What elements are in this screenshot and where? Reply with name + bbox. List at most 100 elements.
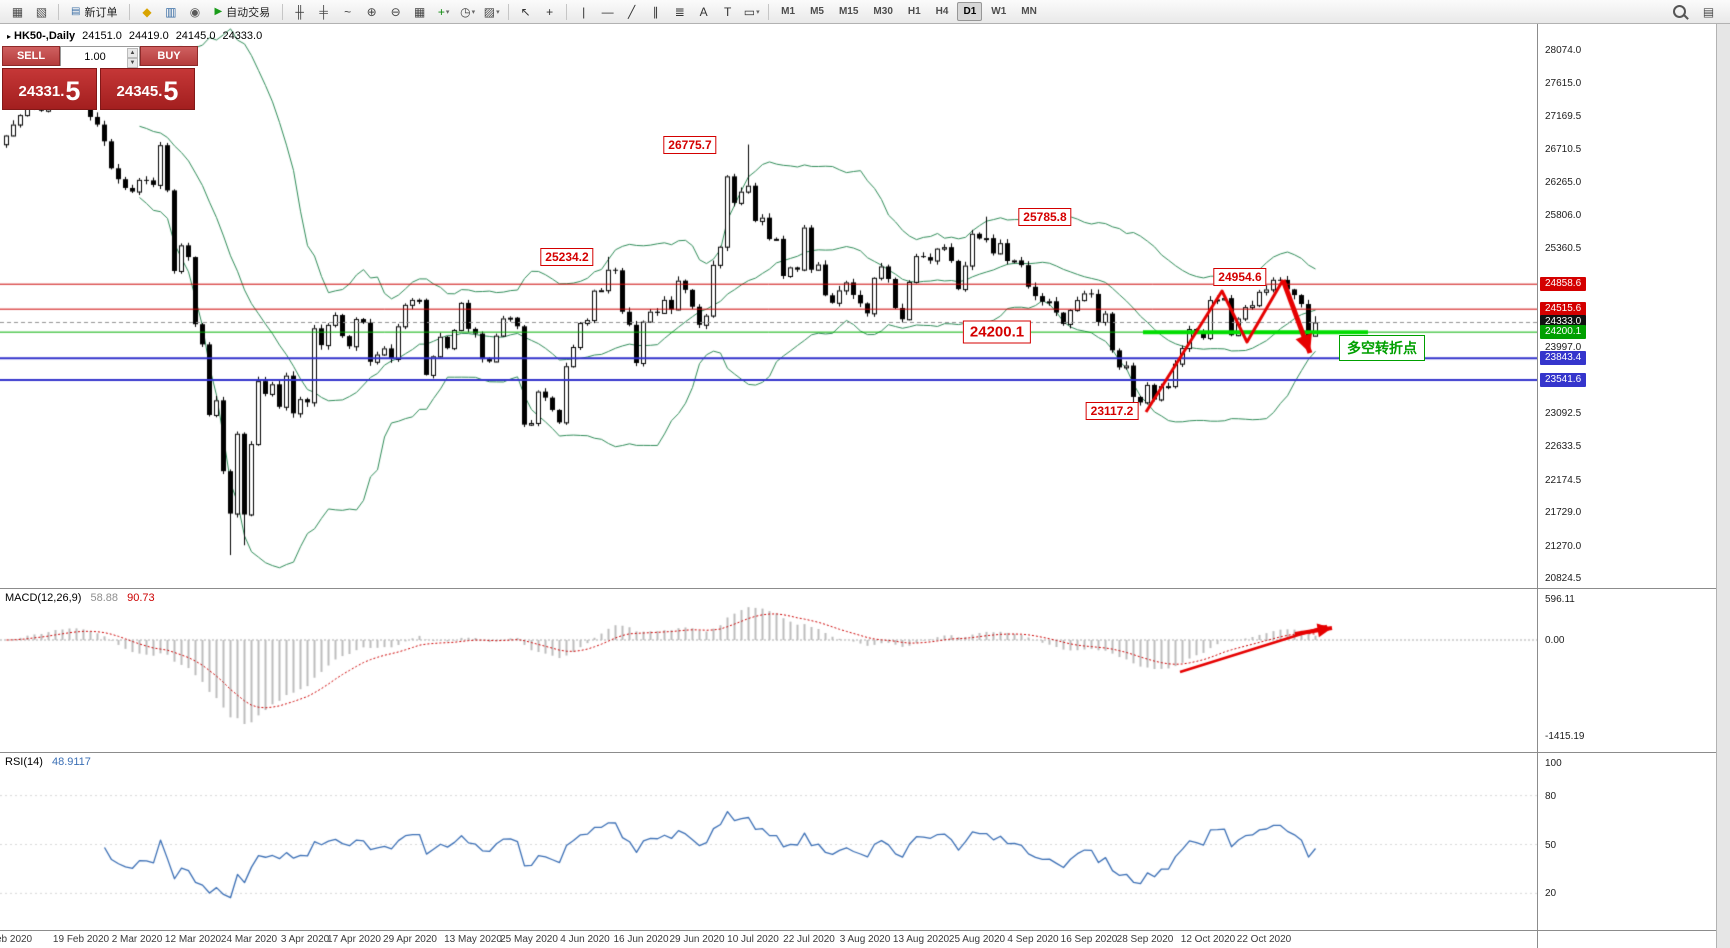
macd-label: MACD(12,26,9) (5, 592, 82, 604)
volume-input[interactable] (61, 48, 139, 66)
price-label-annotation: 26775.7 (663, 135, 717, 154)
zoom-out-icon[interactable]: ⊖ (390, 4, 401, 19)
volume-box: ▲▼ (60, 46, 140, 68)
indicators-button[interactable]: + ▾ (437, 4, 450, 19)
rsi-label: RSI(14) (5, 756, 43, 768)
price-label-annotation: 25785.8 (1018, 207, 1072, 226)
rsi-axis-tick: 20 (1545, 888, 1557, 900)
sell-button[interactable]: SELL (2, 46, 60, 66)
ohlc-open: 24151.0 (82, 30, 122, 42)
buy-price-big-digit: 5 (163, 76, 179, 106)
new-order-button[interactable]: ▤ 新订单 (64, 1, 124, 22)
new-chart-icon[interactable]: ▦ (11, 4, 24, 19)
text-icon[interactable]: A (699, 4, 708, 19)
date-tick: 13 May 2020 (444, 934, 502, 945)
date-tick: 22 Oct 2020 (1236, 934, 1292, 945)
buy-button[interactable]: BUY (140, 46, 198, 66)
date-tick: 25 May 2020 (500, 934, 558, 945)
date-tick: 12 Mar 2020 (164, 934, 222, 945)
date-tick: 17 Apr 2020 (327, 934, 381, 945)
chart-profiles-icon[interactable]: ▧ (35, 4, 48, 19)
price-axis[interactable]: 28074.0 27615.0 27169.5 26710.5 26265.0 25806… (1537, 24, 1717, 948)
macd-axis-tick: 596.11 (1545, 594, 1575, 606)
navigator-icon[interactable]: ◉ (189, 4, 201, 19)
date-tick: 28 Sep 2020 (1116, 934, 1174, 945)
timeframe-m30[interactable]: M30 (873, 6, 893, 17)
sell-price-button[interactable]: 24331. 5 (2, 68, 97, 110)
buy-price-button[interactable]: 24345. 5 (100, 68, 195, 110)
price-tick: 25806.0 (1545, 210, 1582, 222)
chevron-down-icon: ▾ (756, 8, 760, 16)
bar-chart-icon[interactable]: ╫ (295, 4, 304, 19)
ohlc-low: 24145.0 (175, 30, 216, 42)
date-tick: 12 Oct 2020 (1180, 934, 1236, 945)
chevron-down-icon: ▾ (496, 8, 500, 16)
auto-trading-button[interactable]: ▶ 自动交易 (207, 1, 277, 22)
trendline-icon[interactable]: ╱ (628, 4, 636, 19)
market-watch-icon[interactable]: ▥ (165, 4, 177, 19)
text-label-icon[interactable]: T (723, 4, 732, 19)
date-tick: Feb 2020 (0, 934, 33, 945)
date-tick: 29 Apr 2020 (383, 934, 437, 945)
main-toolbar: ▦ ▧ ▤ 新订单 ◆ ▥ ◉ ▶ 自动交易 ╫ ╪ ~ ⊕ ⊖ ▦ + ▾ ◷ ▾ ▨ ▾ ↖ + | — ╱ ∥ ≣ A T ▭ ▾ M1 M… (0, 0, 1730, 24)
timeframe-w1[interactable]: W1 (991, 6, 1007, 17)
price-tick: 21729.0 (1545, 507, 1582, 519)
crosshair-icon[interactable]: + (546, 4, 554, 19)
date-tick: 2 Mar 2020 (111, 934, 163, 945)
rsi-panel-separator[interactable] (0, 752, 1716, 753)
macd-panel-separator[interactable] (0, 588, 1716, 589)
price-tick: 27615.0 (1545, 78, 1582, 90)
price-label-annotation: 24200.1 (962, 320, 1032, 344)
date-tick: 25 Aug 2020 (948, 934, 1006, 945)
timeframe-m15[interactable]: M15 (838, 6, 859, 17)
date-tick: 10 Jul 2020 (727, 934, 779, 945)
date-tick: 24 Mar 2020 (220, 934, 278, 945)
date-tick: 13 Aug 2020 (892, 934, 950, 945)
shapes-button[interactable]: ▭ ▾ (743, 4, 760, 19)
price-tag: 24515.6 (1540, 302, 1587, 317)
price-tick: 26265.0 (1545, 176, 1582, 188)
timeframe-h1[interactable]: H1 (907, 6, 921, 17)
timeframe-mn[interactable]: MN (1021, 6, 1037, 17)
new-window-icon[interactable]: ▤ (1702, 4, 1715, 19)
horizontal-line-icon[interactable]: — (601, 4, 614, 19)
timeframe-m5[interactable]: M5 (810, 6, 824, 17)
cursor-icon[interactable]: ↖ (520, 4, 531, 19)
date-tick: 16 Sep 2020 (1060, 934, 1118, 945)
toolbar-separator (58, 3, 59, 20)
price-label-annotation: 25234.2 (540, 247, 594, 266)
volume-spinner[interactable]: ▲ ▼ (127, 48, 138, 68)
tile-windows-icon[interactable]: ▦ (413, 4, 426, 19)
line-chart-icon[interactable]: ~ (344, 4, 352, 19)
fibonacci-icon[interactable]: ≣ (674, 4, 685, 19)
rsi-axis-tick: 80 (1545, 790, 1557, 802)
price-chart-canvas[interactable] (0, 24, 1537, 930)
vertical-scrollbar[interactable] (1716, 24, 1730, 948)
price-tick: 22174.5 (1545, 474, 1582, 486)
toolbar-separator (282, 3, 284, 20)
date-tick: 29 Jun 2020 (669, 934, 725, 945)
price-tick: 21270.0 (1545, 540, 1582, 552)
zoom-in-icon[interactable]: ⊕ (366, 4, 377, 19)
equidistant-channel-icon[interactable]: ∥ (652, 4, 659, 19)
candlestick-chart-icon[interactable]: ╪ (319, 4, 328, 19)
ohlc-high: 24419.0 (128, 30, 169, 42)
search-icon[interactable] (1668, 1, 1691, 22)
timeframe-m1[interactable]: M1 (781, 6, 796, 17)
new-order-button-icon: ▤ (71, 6, 81, 17)
macd-axis-tick: -1415.19 (1545, 731, 1585, 743)
rsi-label-row: RSI(14) 48.9117 (5, 756, 91, 768)
macd-axis-tick: 0.00 (1545, 635, 1565, 646)
timeframe-h4[interactable]: H4 (935, 6, 949, 17)
vertical-line-icon[interactable]: | (582, 4, 586, 19)
sell-price-big-digit: 5 (65, 76, 81, 106)
rsi-axis-tick: 50 (1545, 839, 1557, 851)
rsi-axis-tick: 100 (1545, 758, 1562, 769)
price-tick: 28074.0 (1545, 45, 1582, 56)
templates-button[interactable]: ▨ ▾ (483, 4, 500, 19)
periods-button[interactable]: ◷ ▾ (460, 4, 476, 19)
timeframe-d1[interactable]: D1 (957, 2, 983, 21)
date-tick: 4 Sep 2020 (1007, 934, 1059, 945)
favorites-icon[interactable]: ◆ (142, 4, 152, 19)
